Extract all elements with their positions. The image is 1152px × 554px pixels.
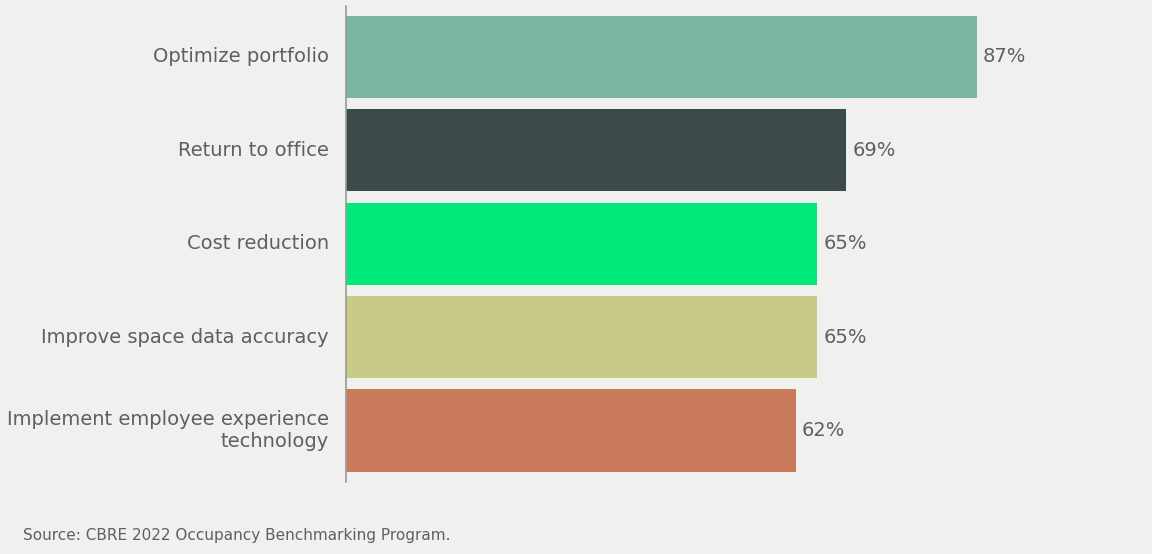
Text: 62%: 62% [802, 421, 844, 440]
Text: Source: CBRE 2022 Occupancy Benchmarking Program.: Source: CBRE 2022 Occupancy Benchmarking… [23, 528, 450, 543]
Bar [346, 109, 847, 192]
Text: 69%: 69% [852, 141, 895, 160]
Bar [346, 203, 818, 285]
Bar [346, 296, 818, 378]
Bar [346, 16, 977, 98]
Text: 87%: 87% [983, 48, 1026, 66]
Bar [346, 389, 796, 471]
Text: 65%: 65% [824, 234, 866, 253]
Text: 65%: 65% [824, 327, 866, 347]
